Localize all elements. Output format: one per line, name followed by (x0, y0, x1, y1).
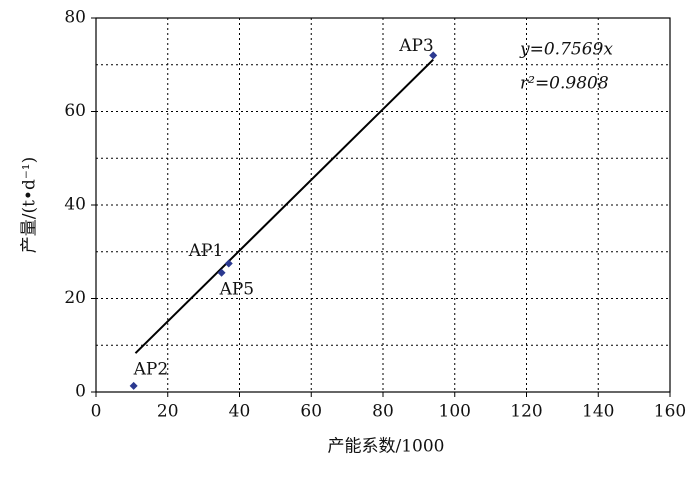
point-label: AP5 (219, 279, 255, 299)
x-tick-label: 0 (91, 402, 102, 422)
point (429, 51, 438, 60)
plot-frame (95, 17, 671, 393)
annotation: y=0.7569x (519, 40, 613, 60)
y-tick-label: 80 (64, 8, 86, 28)
x-tick-label: 100 (439, 402, 471, 422)
x-tick-label: 60 (300, 402, 322, 422)
y-axis-label: 产量/(t•d⁻¹) (20, 157, 40, 254)
point (129, 381, 138, 390)
trendline (134, 58, 434, 354)
point (224, 259, 233, 268)
y-tick-label: 60 (64, 101, 86, 121)
x-tick-label: 160 (654, 402, 686, 422)
point-label: AP2 (133, 359, 169, 379)
point (217, 268, 226, 277)
point-label: AP1 (188, 241, 224, 261)
y-tick-label: 20 (64, 288, 86, 308)
x-tick-label: 120 (510, 402, 542, 422)
x-tick-label: 140 (582, 402, 614, 422)
point-label: AP3 (398, 36, 434, 56)
x-tick-label: 80 (372, 402, 394, 422)
annotation: r²=0.9808 (520, 74, 609, 94)
x-axis-label: 产能系数/1000 (328, 437, 445, 457)
y-tick-label: 40 (64, 195, 86, 215)
x-tick-label: 40 (229, 402, 251, 422)
y-tick-label: 0 (75, 382, 86, 402)
x-tick-label: 20 (157, 402, 179, 422)
